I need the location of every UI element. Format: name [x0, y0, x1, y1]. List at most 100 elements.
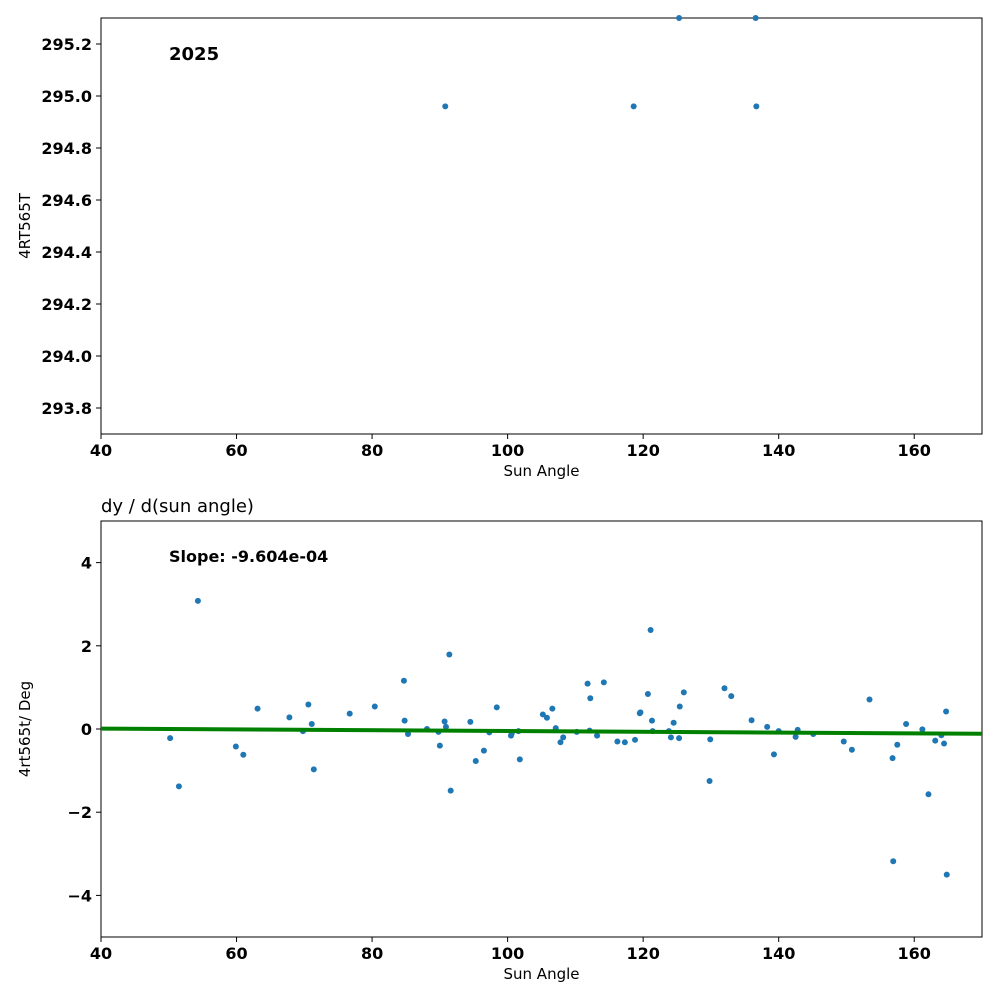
data-point [543, 714, 550, 721]
data-point [587, 695, 594, 702]
y-tick-label: 295.2 [41, 35, 92, 54]
y-tick-label: 2 [81, 637, 92, 656]
data-point [442, 723, 449, 730]
data-point [401, 717, 408, 724]
fit-line [100, 726, 983, 736]
data-point [644, 691, 651, 698]
data-point [941, 740, 948, 747]
data-point [792, 733, 799, 740]
data-point [943, 871, 950, 878]
x-axis-ticks: 40 60 80 100 120 140 160 [90, 937, 931, 963]
data-point [637, 709, 644, 716]
data-point [467, 718, 474, 725]
x-tick-label: 60 [225, 441, 247, 460]
data-point [840, 738, 847, 745]
data-point [560, 734, 567, 741]
data-point [594, 732, 601, 739]
y-axis-label: 4rt565t/ Deg [16, 681, 34, 777]
data-point [721, 685, 728, 692]
scatter-panel-top: 293.8 294.0 294.2 294.4 294.6 294.8 295.0 295.2… [16, 15, 983, 480]
data-point [480, 747, 487, 754]
data-point [584, 680, 591, 687]
data-point [764, 723, 771, 730]
x-tick-label: 60 [225, 944, 247, 963]
y-tick-label: 4 [81, 554, 92, 573]
data-points [442, 15, 760, 110]
slope-panel-bottom: dy / d(sun angle) −4 −2 0 2 4 40 60 80 100 120 14… [16, 496, 983, 983]
data-point [770, 751, 777, 758]
data-point [441, 718, 448, 725]
data-point [752, 15, 759, 21]
y-tick-label: 294.0 [41, 347, 92, 366]
data-point [647, 626, 654, 633]
data-point [600, 679, 607, 686]
data-point [447, 787, 454, 794]
y-tick-label: 0 [81, 720, 92, 739]
data-point [903, 721, 910, 728]
data-point [557, 739, 564, 746]
x-axis-label: Sun Angle [504, 462, 580, 480]
y-tick-label: −2 [67, 803, 92, 822]
data-point [240, 751, 247, 758]
data-point [436, 742, 443, 749]
x-tick-label: 40 [90, 944, 112, 963]
data-point [894, 741, 901, 748]
x-tick-label: 140 [762, 944, 795, 963]
data-point [919, 726, 926, 733]
data-point [404, 730, 411, 737]
y-tick-label: 293.8 [41, 399, 92, 418]
y-axis-ticks: −4 −2 0 2 4 [67, 554, 101, 905]
x-tick-label: 100 [491, 441, 524, 460]
y-axis-label: 4RT565T [16, 192, 34, 259]
y-tick-label: 295.0 [41, 87, 92, 106]
x-tick-label: 120 [626, 441, 659, 460]
data-point [539, 711, 546, 718]
data-point [516, 756, 523, 763]
plot-area-frame [100, 17, 983, 435]
data-point [676, 735, 683, 742]
data-point [549, 705, 556, 712]
data-point [890, 858, 897, 865]
y-axis-ticks: 293.8 294.0 294.2 294.4 294.6 294.8 295.0 295.2 [41, 35, 101, 418]
slope-annotation: Slope: -9.604e-04 [169, 547, 328, 566]
x-tick-label: 160 [898, 441, 931, 460]
data-point [676, 703, 683, 710]
x-tick-label: 160 [898, 944, 931, 963]
data-point [932, 737, 939, 744]
data-point [232, 743, 239, 750]
data-point [707, 736, 714, 743]
chart-title: dy / d(sun angle) [101, 496, 254, 517]
data-point [446, 651, 453, 658]
data-point [305, 701, 312, 708]
data-point [472, 758, 479, 765]
x-tick-label: 80 [361, 944, 383, 963]
y-tick-label: 294.8 [41, 139, 92, 158]
data-point [167, 735, 174, 742]
data-point [493, 704, 500, 711]
x-axis-label: Sun Angle [504, 965, 580, 983]
y-tick-label: −4 [67, 886, 92, 905]
data-point [400, 677, 407, 684]
data-point [667, 734, 674, 741]
data-point [943, 708, 950, 715]
data-point [753, 103, 760, 110]
data-point [614, 738, 621, 745]
data-point [680, 689, 687, 696]
y-tick-label: 294.2 [41, 295, 92, 314]
data-point [866, 696, 873, 703]
data-point [648, 717, 655, 724]
y-tick-label: 294.6 [41, 191, 92, 210]
data-point [286, 714, 293, 721]
data-point [621, 739, 628, 746]
data-point [308, 721, 315, 728]
y-tick-label: 294.4 [41, 243, 92, 262]
x-axis-ticks: 40 60 80 100 120 140 160 [90, 434, 931, 460]
data-point [442, 103, 449, 110]
data-point [728, 693, 735, 700]
data-point [706, 778, 713, 784]
data-point [925, 791, 932, 798]
x-tick-label: 100 [491, 944, 524, 963]
data-point [889, 755, 896, 762]
